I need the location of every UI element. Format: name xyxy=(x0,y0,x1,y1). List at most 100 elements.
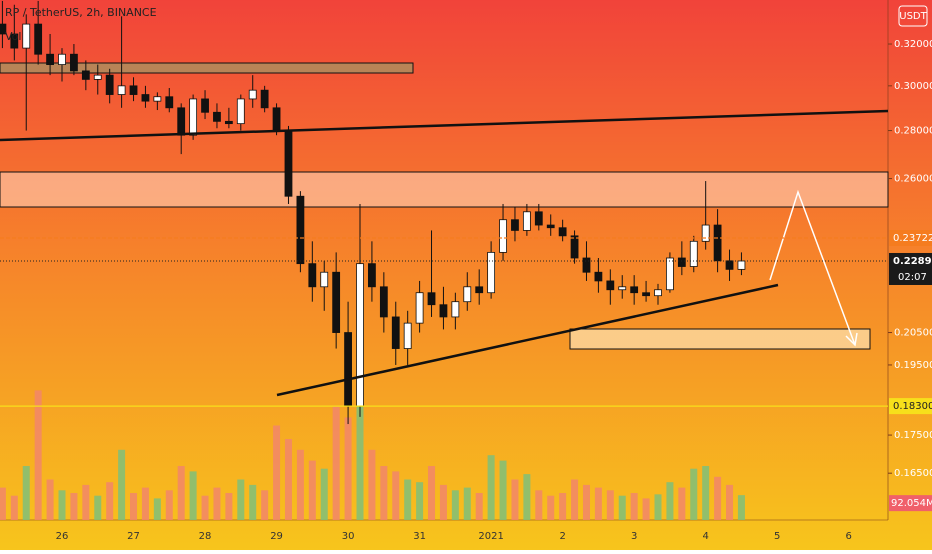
y-tick-label: 0.17500 xyxy=(894,430,932,441)
y-tick-label: 0.28000 xyxy=(894,126,932,137)
candle-body xyxy=(368,263,376,288)
volume-bar xyxy=(82,484,90,520)
volume-bar xyxy=(344,417,352,520)
candle-body xyxy=(10,33,19,49)
candle-body xyxy=(153,96,162,102)
candle-body xyxy=(332,271,341,333)
volume-bar xyxy=(189,471,197,520)
volume-bar xyxy=(654,494,662,520)
candle-body xyxy=(463,286,472,303)
candle-body xyxy=(725,260,734,270)
volume-bar xyxy=(428,466,436,520)
axis-layer: 0.32000 0.30000 0.28000 0.26000 0.20500 0.195… xyxy=(0,39,932,542)
volume-bar xyxy=(547,495,555,520)
volume-bar xyxy=(225,493,233,520)
volume-bar xyxy=(356,403,364,520)
volume-bar xyxy=(392,471,400,520)
volume-bar xyxy=(702,466,710,520)
volume-layer xyxy=(0,390,745,520)
candle-body xyxy=(522,211,531,231)
candle-body xyxy=(487,251,496,294)
x-tick-label: 30 xyxy=(342,531,355,542)
candle-body xyxy=(117,85,126,95)
candle-body xyxy=(666,257,674,291)
volume-bar xyxy=(487,455,495,520)
volume-bar xyxy=(94,495,102,520)
candle-body xyxy=(391,316,400,349)
candle-body xyxy=(224,120,233,125)
candle-body xyxy=(284,130,293,197)
currency[interactable]: USDT xyxy=(899,11,927,22)
candle-body xyxy=(46,53,54,65)
volume-bar xyxy=(690,468,698,520)
volume-bar xyxy=(582,484,590,520)
candle-body xyxy=(70,53,78,72)
candle-body xyxy=(534,211,543,226)
volume-bar xyxy=(308,460,316,520)
candle-body xyxy=(177,107,186,136)
candle-body xyxy=(606,280,615,291)
candle-body xyxy=(81,70,90,80)
volume-bar xyxy=(130,493,138,520)
candle-body xyxy=(165,96,174,109)
x-tick-label: 3 xyxy=(631,531,637,542)
candle-body xyxy=(654,289,662,297)
volume-bar xyxy=(439,484,447,520)
last-price-bg xyxy=(889,252,932,285)
resistance-zone xyxy=(0,171,889,208)
volume-bar xyxy=(261,490,269,520)
candle-body xyxy=(308,263,317,288)
level-label: 0.23722 xyxy=(893,233,932,244)
candle-body xyxy=(344,332,352,407)
volume-bar xyxy=(475,493,483,520)
volume-bar xyxy=(284,439,292,520)
candle-body xyxy=(618,286,627,291)
volume-bar xyxy=(249,484,257,520)
volume-bar xyxy=(141,487,149,520)
volume-bar xyxy=(535,490,543,520)
candle-body xyxy=(320,271,329,288)
level-label-bg xyxy=(889,229,932,246)
x-tick-label: 5 xyxy=(774,531,780,542)
y-tick-label: 0.32000 xyxy=(894,39,932,50)
volume-bar xyxy=(153,498,161,520)
countdown: 02:07 xyxy=(898,272,927,283)
resistance-box xyxy=(0,62,414,74)
volume-bar xyxy=(523,474,531,520)
candle-body xyxy=(689,240,698,267)
volume-bar xyxy=(320,468,328,520)
volume-bar xyxy=(296,449,304,520)
volume-bar xyxy=(237,479,245,520)
currency-button[interactable] xyxy=(898,5,928,27)
volume-bar xyxy=(177,466,185,520)
y-tick-label: 0.20500 xyxy=(894,328,932,339)
candle-body xyxy=(379,286,388,318)
volume-bar xyxy=(165,490,173,520)
volume-bar xyxy=(106,482,114,520)
candle-body xyxy=(499,219,507,253)
volume-bar xyxy=(201,495,209,520)
candle-body xyxy=(213,111,221,122)
candle-body xyxy=(105,74,114,95)
volume-bar xyxy=(511,479,519,520)
volume-title: Vol xyxy=(5,30,21,43)
volume-bar xyxy=(416,482,424,520)
volume-bar xyxy=(404,479,412,520)
volume-bar xyxy=(618,495,626,520)
volume-bar xyxy=(58,490,66,520)
volume-bar xyxy=(380,466,388,520)
volume-bar xyxy=(594,487,602,520)
volume-bar xyxy=(642,498,650,520)
candle-body xyxy=(594,271,603,282)
x-tick-label: 29 xyxy=(270,531,283,542)
candle-body xyxy=(141,94,150,102)
candle-body xyxy=(260,89,269,109)
candle-body xyxy=(737,260,746,270)
volume-bar xyxy=(273,425,281,520)
candle-body xyxy=(451,301,460,318)
volume-bar xyxy=(22,466,30,520)
volume-bar xyxy=(368,449,376,520)
volume-bar xyxy=(213,487,221,520)
candle-body xyxy=(475,286,484,294)
